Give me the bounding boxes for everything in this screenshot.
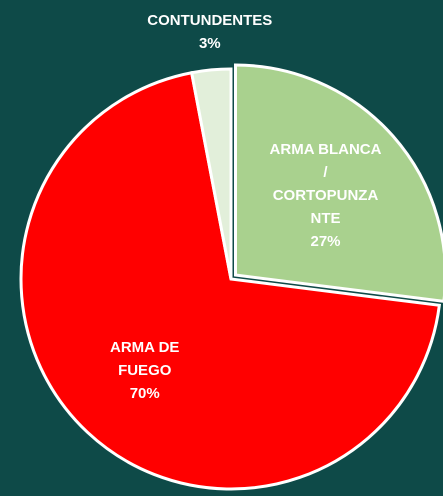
slice-percent: 70% [129,385,160,403]
slice-name: ARMA DE FUEGO [110,339,180,380]
pie-slice [19,70,442,491]
slice-percent: 3% [198,34,221,52]
data-label: ARMA BLANCA / CORTOPUNZANTE 27% [270,138,382,253]
pie-slice [234,63,443,303]
pie-slice [189,67,233,280]
slice-name: ARMA BLANCA / CORTOPUNZANTE [269,141,382,228]
slice-percent: 27% [310,233,341,251]
slice-name: CONTUNDENTES [147,11,273,29]
data-label: ARMA DE FUEGO 70% [89,336,201,405]
data-label: CONTUNDENTES 3% [130,9,290,55]
